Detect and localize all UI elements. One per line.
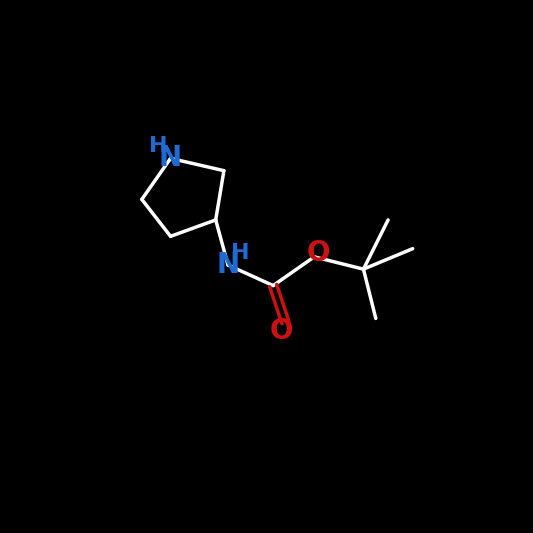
Text: N: N bbox=[216, 251, 239, 279]
Text: O: O bbox=[270, 317, 293, 345]
Text: N: N bbox=[159, 144, 182, 172]
Text: O: O bbox=[306, 239, 330, 266]
Text: H: H bbox=[231, 243, 249, 263]
Text: H: H bbox=[149, 136, 167, 156]
